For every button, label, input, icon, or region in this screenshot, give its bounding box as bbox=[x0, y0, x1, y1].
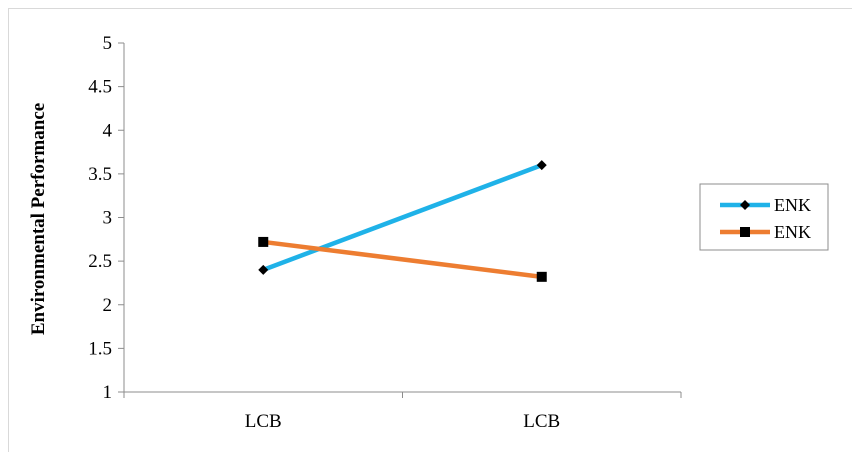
series-layer bbox=[258, 160, 547, 282]
x-tick-label: LCB bbox=[245, 411, 282, 432]
legend-box bbox=[699, 183, 829, 251]
y-tick-label: 2 bbox=[103, 295, 113, 316]
y-tick-label: 1 bbox=[103, 382, 113, 403]
y-tick-label: 4.5 bbox=[88, 77, 112, 98]
data-point-diamond bbox=[258, 264, 269, 275]
y-tick-label: 2.5 bbox=[88, 251, 112, 272]
legend-marker-diamond bbox=[740, 200, 750, 210]
chart-area bbox=[8, 8, 852, 452]
y-tick-label: 1.5 bbox=[88, 338, 112, 359]
data-point-diamond bbox=[536, 160, 547, 171]
legend-label: ENK bbox=[774, 195, 811, 215]
x-axis: LCB LCB bbox=[123, 391, 682, 432]
legend-marker-square bbox=[740, 227, 750, 237]
series-line-1 bbox=[261, 162, 544, 273]
series-line-2 bbox=[261, 239, 544, 280]
y-axis: 1 1.5 2 2.5 3 3.5 4 4.5 5 bbox=[88, 33, 125, 403]
y-tick-label: 4 bbox=[103, 120, 113, 141]
data-point-square bbox=[258, 236, 269, 247]
legend: ENK ENK bbox=[699, 183, 829, 251]
legend-label: ENK bbox=[774, 222, 811, 242]
y-axis-title: Environmental Performance bbox=[28, 103, 49, 335]
y-tick-label: 3 bbox=[103, 208, 113, 229]
data-point-square bbox=[536, 271, 547, 282]
y-tick-label: 5 bbox=[103, 33, 113, 54]
y-tick-label: 3.5 bbox=[88, 164, 112, 185]
x-tick-label: LCB bbox=[523, 411, 560, 432]
